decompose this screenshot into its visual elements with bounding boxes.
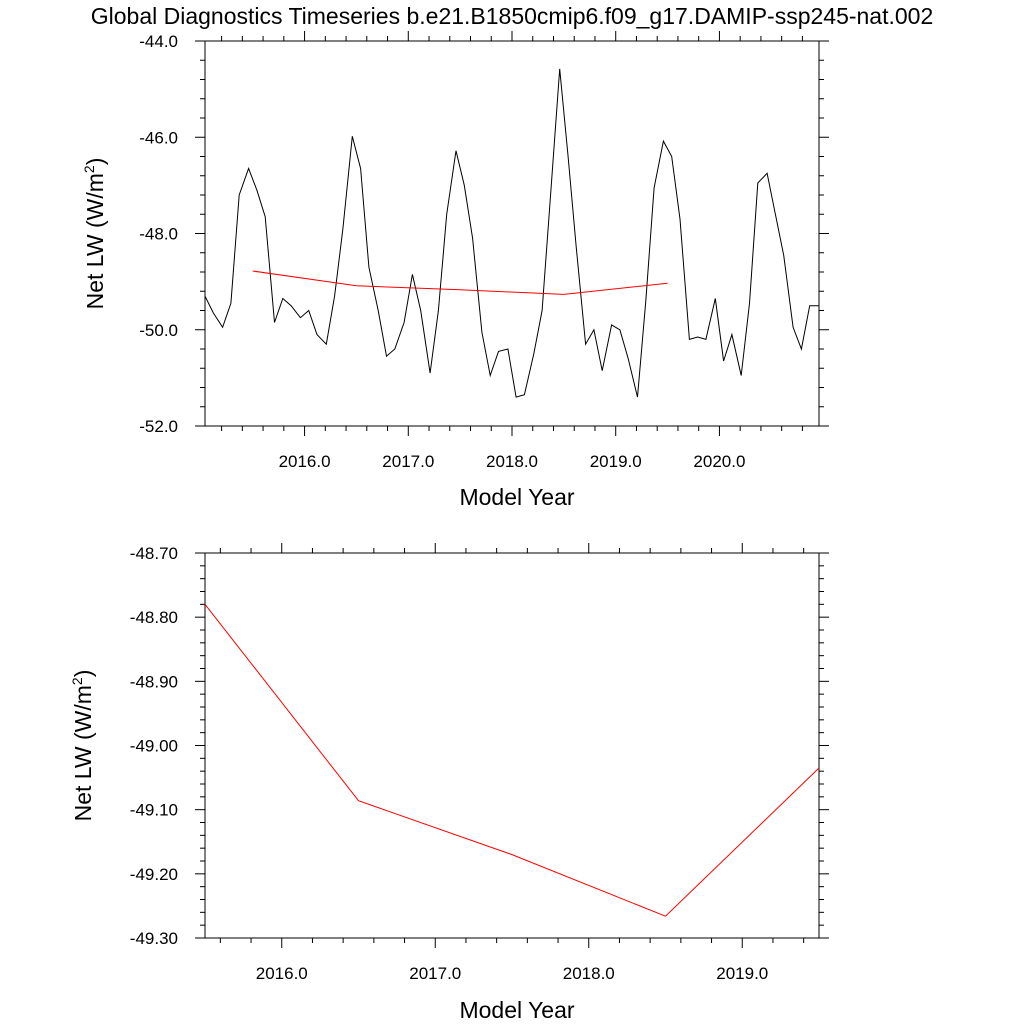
y-tick-label: -48.70 bbox=[130, 544, 178, 563]
x-tick-label: 2017.0 bbox=[409, 964, 461, 983]
y-axis-label-superscript: 2 bbox=[69, 677, 85, 685]
panels: -52.0 -50.0 -48.0 -46.0 -44.0 2016.0 2017.0 201… bbox=[69, 31, 829, 1023]
series-line-monthly bbox=[204, 68, 819, 398]
panel-2: -49.30 -49.20 -49.10 -49.00 -48.90 -48.80 -48.… bbox=[69, 543, 829, 1023]
y-tick-label: -49.10 bbox=[130, 801, 178, 820]
y-tick-label: -50.0 bbox=[139, 321, 178, 340]
y-tick-label: -49.00 bbox=[130, 737, 178, 756]
y-tick-label: -49.20 bbox=[130, 865, 178, 884]
y-tick-label: -48.80 bbox=[130, 608, 178, 627]
y-axis-label-superscript: 2 bbox=[81, 165, 97, 173]
x-tick-label: 2016.0 bbox=[279, 452, 331, 471]
x-tick-label: 2018.0 bbox=[563, 964, 615, 983]
x-axis-label: Model Year bbox=[459, 484, 574, 510]
x-tick-label: 2019.0 bbox=[716, 964, 768, 983]
plot-frame bbox=[204, 40, 820, 427]
series-line-annual bbox=[204, 603, 820, 917]
x-tick-label: 2018.0 bbox=[486, 452, 538, 471]
x-tick-label: 2016.0 bbox=[256, 964, 308, 983]
y-axis-label: Net LW (W/m2) bbox=[69, 670, 96, 822]
y-tick-label: -48.0 bbox=[139, 225, 178, 244]
plot-frame bbox=[204, 552, 820, 939]
y-axis-label: Net LW (W/m2) bbox=[81, 158, 108, 310]
x-tick-label: 2020.0 bbox=[693, 452, 745, 471]
x-tick-label: 2019.0 bbox=[590, 452, 642, 471]
y-axis-label-text: Net LW (W/m bbox=[70, 685, 96, 821]
y-tick-label: -44.0 bbox=[139, 32, 178, 51]
y-tick-label: -52.0 bbox=[139, 417, 178, 436]
y-tick-label: -49.30 bbox=[130, 929, 178, 948]
x-axis-label: Model Year bbox=[459, 997, 574, 1023]
y-axis-label-text: Net LW (W/m bbox=[82, 173, 108, 309]
y-tick-label: -46.0 bbox=[139, 128, 178, 147]
y-axis-label-end: ) bbox=[82, 158, 108, 166]
series-line-annual bbox=[252, 270, 668, 295]
y-axis-label-end: ) bbox=[70, 670, 96, 678]
x-tick-label: 2017.0 bbox=[382, 452, 434, 471]
panel-1: -52.0 -50.0 -48.0 -46.0 -44.0 2016.0 2017.0 201… bbox=[81, 31, 829, 510]
figure-title: Global Diagnostics Timeseries b.e21.B185… bbox=[91, 3, 934, 29]
y-tick-label: -48.90 bbox=[130, 672, 178, 691]
